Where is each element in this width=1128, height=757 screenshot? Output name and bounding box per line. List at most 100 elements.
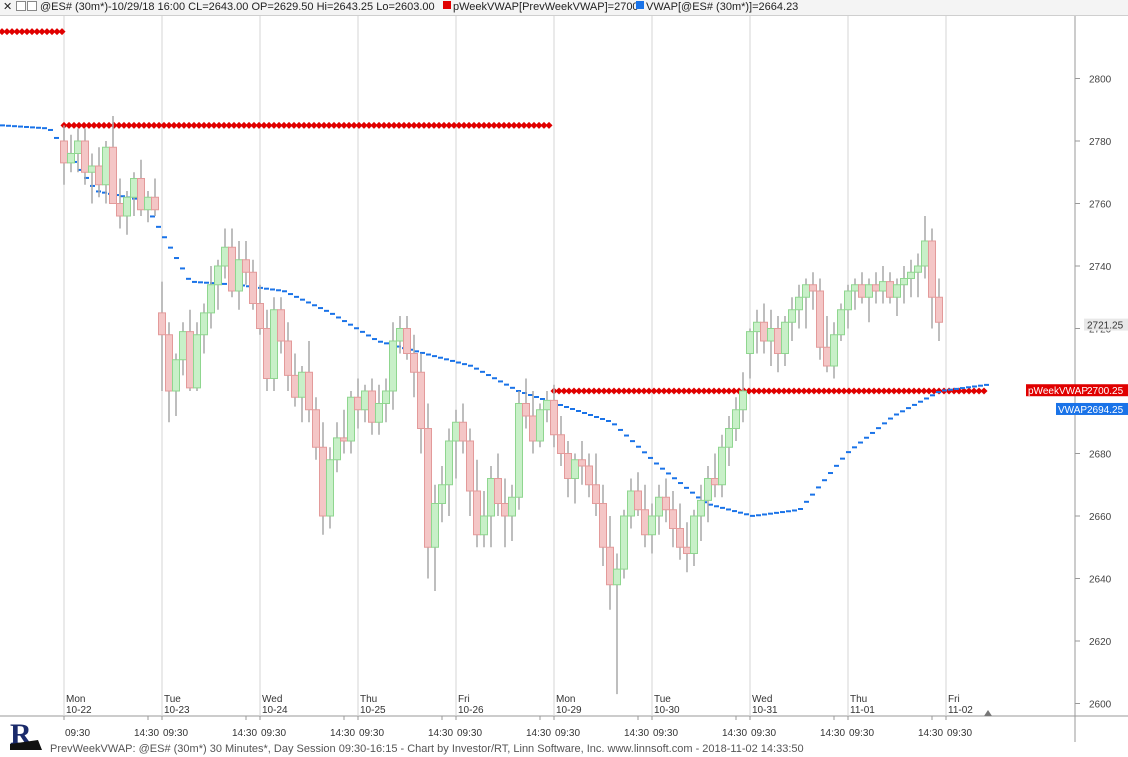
candle-body[interactable] <box>851 284 859 292</box>
candle-body[interactable] <box>347 396 355 442</box>
candle-body[interactable] <box>494 478 502 504</box>
candle-body[interactable] <box>165 334 173 392</box>
candle-body[interactable] <box>473 490 481 536</box>
candle-body[interactable] <box>221 246 229 267</box>
candle-body[interactable] <box>403 328 411 354</box>
candle-body[interactable] <box>921 240 929 267</box>
candle-body[interactable] <box>585 465 593 486</box>
candle-body[interactable] <box>739 390 747 411</box>
candle-body[interactable] <box>242 259 250 273</box>
candle-body[interactable] <box>634 490 642 511</box>
candle-body[interactable] <box>788 309 796 323</box>
candle-body[interactable] <box>774 328 782 354</box>
candle-body[interactable] <box>865 284 873 298</box>
candle-body[interactable] <box>158 312 166 336</box>
candle-body[interactable] <box>599 503 607 548</box>
candle-body[interactable] <box>368 390 376 423</box>
candle-body[interactable] <box>669 509 677 529</box>
candle-body[interactable] <box>592 484 600 504</box>
candle-body[interactable] <box>459 421 467 442</box>
candle-body[interactable] <box>382 390 390 404</box>
candle-body[interactable] <box>67 153 75 164</box>
scroll-marker-icon[interactable] <box>984 710 992 716</box>
checkbox-icon[interactable] <box>16 1 26 11</box>
candle-body[interactable] <box>452 421 460 442</box>
candle-body[interactable] <box>767 328 775 342</box>
candle-body[interactable] <box>375 403 383 423</box>
candle-body[interactable] <box>676 528 684 548</box>
candle-body[interactable] <box>410 353 418 373</box>
candle-body[interactable] <box>697 499 705 517</box>
candle-body[interactable] <box>326 459 334 517</box>
candle-body[interactable] <box>466 440 474 492</box>
candle-body[interactable] <box>823 346 831 367</box>
candle-body[interactable] <box>935 296 943 323</box>
candle-body[interactable] <box>802 284 810 298</box>
candle-body[interactable] <box>648 515 656 536</box>
candle-body[interactable] <box>200 312 208 336</box>
candle-body[interactable] <box>704 478 712 501</box>
candle-body[interactable] <box>900 278 908 286</box>
candle-body[interactable] <box>144 196 152 211</box>
candle-body[interactable] <box>914 265 922 273</box>
candle-body[interactable] <box>95 165 103 186</box>
candle-body[interactable] <box>319 446 327 517</box>
candle-body[interactable] <box>256 303 264 329</box>
candle-body[interactable] <box>543 399 551 411</box>
candle-body[interactable] <box>417 371 425 429</box>
pweek-legend[interactable]: pWeekVWAP[PrevWeekVWAP]=2700 <box>453 1 639 13</box>
candle-body[interactable] <box>74 140 82 154</box>
checkbox-icon[interactable] <box>27 1 37 11</box>
candle-body[interactable] <box>690 515 698 554</box>
candle-body[interactable] <box>487 478 495 517</box>
candle-body[interactable] <box>354 396 362 411</box>
candle-body[interactable] <box>578 459 586 467</box>
candle-body[interactable] <box>235 259 243 292</box>
candle-body[interactable] <box>627 490 635 517</box>
candle-body[interactable] <box>886 281 894 298</box>
vwap-legend[interactable]: VWAP[@ES# (30m*)]=2664.23 <box>646 1 799 13</box>
candle-body[interactable] <box>116 203 124 217</box>
candle-body[interactable] <box>606 546 614 586</box>
candle-body[interactable] <box>795 296 803 311</box>
candle-body[interactable] <box>858 284 866 298</box>
candle-body[interactable] <box>389 340 397 392</box>
candle-body[interactable] <box>340 437 348 442</box>
candle-body[interactable] <box>872 284 880 292</box>
candle-body[interactable] <box>620 515 628 570</box>
candle-body[interactable] <box>781 321 789 354</box>
candle-body[interactable] <box>109 146 117 204</box>
candle-body[interactable] <box>662 496 670 511</box>
candle-body[interactable] <box>928 240 936 298</box>
candle-body[interactable] <box>186 331 194 389</box>
candle-body[interactable] <box>291 374 299 398</box>
candle-body[interactable] <box>536 409 544 442</box>
candle-body[interactable] <box>879 281 887 292</box>
candle-body[interactable] <box>907 271 915 279</box>
close-icon[interactable]: ✕ <box>3 1 13 13</box>
candle-body[interactable] <box>88 165 96 173</box>
candle-body[interactable] <box>333 437 341 461</box>
candle-body[interactable] <box>711 478 719 486</box>
candle-body[interactable] <box>60 140 68 164</box>
candle-body[interactable] <box>396 328 404 342</box>
candle-body[interactable] <box>431 503 439 548</box>
candle-body[interactable] <box>753 321 761 333</box>
candle-body[interactable] <box>312 409 320 448</box>
candle-body[interactable] <box>725 428 733 448</box>
candle-body[interactable] <box>816 290 824 348</box>
candle-body[interactable] <box>270 309 278 379</box>
candle-body[interactable] <box>515 403 523 498</box>
candle-body[interactable] <box>179 331 187 361</box>
candle-body[interactable] <box>746 331 754 354</box>
candle-body[interactable] <box>529 415 537 442</box>
candle-body[interactable] <box>172 359 180 392</box>
candle-body[interactable] <box>305 371 313 411</box>
candle-body[interactable] <box>130 178 138 198</box>
candle-body[interactable] <box>501 503 509 517</box>
candle-body[interactable] <box>557 434 565 454</box>
candle-body[interactable] <box>550 399 558 436</box>
candle-body[interactable] <box>123 196 131 217</box>
candle-body[interactable] <box>830 334 838 367</box>
